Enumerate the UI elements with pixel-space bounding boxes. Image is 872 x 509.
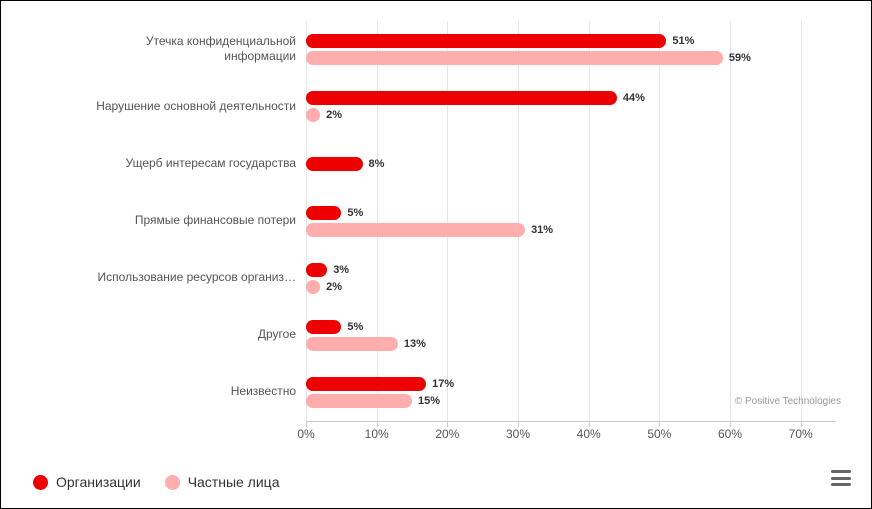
bar-value-label: 44% [623, 92, 645, 104]
category-label: Прямые финансовые потери [16, 213, 296, 229]
x-tick-label: 30% [506, 427, 530, 441]
gridline [377, 21, 378, 421]
bar-value-label: 31% [531, 224, 553, 236]
category-label: Нарушение основной деятельности [16, 99, 296, 115]
bar[interactable] [306, 51, 723, 65]
bar-value-label: 5% [347, 321, 363, 333]
legend-label-0: Организации [56, 474, 141, 490]
legend-swatch-1 [165, 475, 180, 490]
gridline [730, 21, 731, 421]
gridline [659, 21, 660, 421]
x-axis: 0%10%20%30%40%50%60%70% [306, 421, 836, 451]
legend-label-1: Частные лица [188, 474, 280, 490]
legend-item-0[interactable]: Организации [33, 474, 141, 490]
bar-value-label: 13% [404, 338, 426, 350]
bar[interactable] [306, 280, 320, 294]
x-tick-label: 0% [297, 427, 314, 441]
x-tick-label: 10% [365, 427, 389, 441]
x-tick-mark [306, 421, 307, 427]
gridline [447, 21, 448, 421]
bar[interactable] [306, 157, 363, 171]
x-tick-label: 50% [647, 427, 671, 441]
category-label: Неизвестно [16, 384, 296, 400]
bar-value-label: 2% [326, 109, 342, 121]
category-label: Ущерб интересам государства [16, 156, 296, 172]
bar-value-label: 8% [369, 158, 385, 170]
bar[interactable] [306, 34, 666, 48]
x-tick-label: 60% [718, 427, 742, 441]
x-tick-mark [518, 421, 519, 427]
legend: Организации Частные лица [33, 474, 279, 490]
bar-value-label: 5% [347, 207, 363, 219]
bar[interactable] [306, 263, 327, 277]
bar[interactable] [306, 206, 341, 220]
bar-value-label: 51% [672, 35, 694, 47]
credits-label: © Positive Technologies [735, 396, 841, 407]
bar-value-label: 3% [333, 264, 349, 276]
bar-value-label: 2% [326, 281, 342, 293]
bar[interactable] [306, 394, 412, 408]
plot-area: 51% 59% 44% 2% 8% 5% 31% 3% 2% 5% 13% 17% 15% [306, 21, 836, 421]
bar[interactable] [306, 320, 341, 334]
category-label: Использование ресурсов организ… [16, 270, 296, 286]
hamburger-menu-icon[interactable] [831, 470, 851, 486]
category-label: Другое [16, 327, 296, 343]
chart-container: 51% 59% 44% 2% 8% 5% 31% 3% 2% 5% 13% 17% 15% 0% 10% 2… [0, 0, 872, 509]
bar[interactable] [306, 377, 426, 391]
bar[interactable] [306, 223, 525, 237]
bar-value-label: 59% [729, 52, 751, 64]
x-tick-mark [447, 421, 448, 427]
bar[interactable] [306, 337, 398, 351]
x-tick-mark [377, 421, 378, 427]
gridline [518, 21, 519, 421]
legend-item-1[interactable]: Частные лица [165, 474, 280, 490]
gridline [589, 21, 590, 421]
legend-swatch-0 [33, 475, 48, 490]
bar-value-label: 17% [432, 378, 454, 390]
gridline [306, 21, 307, 421]
bar[interactable] [306, 108, 320, 122]
category-label: Утечка конфиденциальнойинформации [16, 34, 296, 65]
x-tick-label: 20% [435, 427, 459, 441]
bar[interactable] [306, 91, 617, 105]
x-tick-mark [589, 421, 590, 427]
x-tick-label: 70% [789, 427, 813, 441]
x-tick-label: 40% [577, 427, 601, 441]
x-tick-mark [659, 421, 660, 427]
bar-value-label: 15% [418, 395, 440, 407]
gridline [801, 21, 802, 421]
x-tick-mark [801, 421, 802, 427]
x-tick-mark [730, 421, 731, 427]
